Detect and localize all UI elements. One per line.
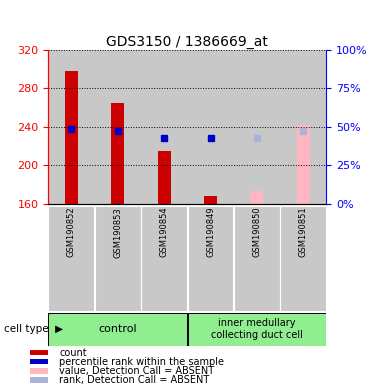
Bar: [141, 50, 187, 204]
Bar: [48, 50, 95, 204]
Bar: [65, 71, 78, 204]
Bar: [30, 359, 48, 364]
Text: GSM190851: GSM190851: [299, 207, 308, 257]
Bar: [158, 151, 171, 204]
Bar: [95, 50, 141, 204]
Bar: [141, 206, 187, 311]
Bar: [30, 350, 48, 355]
Bar: [187, 50, 234, 204]
Text: value, Detection Call = ABSENT: value, Detection Call = ABSENT: [59, 366, 214, 376]
Text: percentile rank within the sample: percentile rank within the sample: [59, 357, 224, 367]
Bar: [111, 103, 124, 204]
Text: cell type  ▶: cell type ▶: [4, 324, 63, 334]
Text: GSM190850: GSM190850: [252, 207, 262, 257]
Bar: [280, 206, 326, 311]
Bar: [30, 368, 48, 374]
Bar: [234, 50, 280, 204]
Bar: [234, 50, 280, 204]
Title: GDS3150 / 1386669_at: GDS3150 / 1386669_at: [106, 35, 268, 49]
Text: GSM190853: GSM190853: [113, 207, 122, 258]
Text: GSM190849: GSM190849: [206, 207, 215, 257]
Bar: [297, 125, 310, 204]
Text: GSM190852: GSM190852: [67, 207, 76, 257]
Bar: [141, 50, 187, 204]
Bar: [49, 206, 94, 311]
Bar: [188, 206, 233, 311]
Bar: [48, 50, 95, 204]
Bar: [187, 50, 234, 204]
Bar: [280, 50, 326, 204]
Bar: [95, 206, 141, 311]
Text: inner medullary
collecting duct cell: inner medullary collecting duct cell: [211, 318, 303, 340]
Bar: [95, 50, 141, 204]
Bar: [280, 50, 326, 204]
Bar: [250, 191, 263, 204]
Bar: [188, 313, 326, 346]
Text: rank, Detection Call = ABSENT: rank, Detection Call = ABSENT: [59, 375, 210, 384]
Text: count: count: [59, 348, 87, 358]
Text: GSM190854: GSM190854: [160, 207, 169, 257]
Bar: [30, 377, 48, 383]
Text: control: control: [98, 324, 137, 334]
Bar: [49, 313, 187, 346]
Bar: [234, 206, 280, 311]
Bar: [204, 196, 217, 204]
